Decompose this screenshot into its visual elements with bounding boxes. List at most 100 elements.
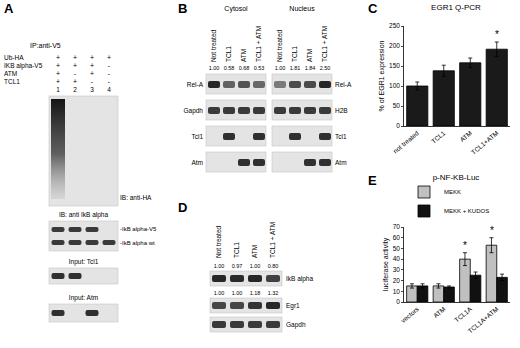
svg-text:70: 70 [393,223,401,230]
svg-text:0.97: 0.97 [232,263,243,269]
svg-text:1.00: 1.00 [232,290,243,296]
svg-text:D: D [178,200,187,215]
svg-text:luciferase activity: luciferase activity [382,237,390,291]
svg-text:ATM: ATM [4,70,17,77]
svg-text:0.68: 0.68 [239,65,250,71]
svg-text:2.50: 2.50 [320,65,331,71]
svg-text:-: - [108,62,111,69]
svg-text:Nucleus: Nucleus [289,5,315,12]
svg-text:+: + [90,62,94,69]
svg-text:ATM: ATM [240,49,247,62]
svg-text:20: 20 [393,277,401,284]
svg-text:TCL1: TCL1 [430,129,447,145]
svg-text:1.81: 1.81 [290,65,301,71]
svg-text:E: E [368,173,377,188]
svg-text:Tcl1: Tcl1 [335,133,347,140]
svg-text:1.84: 1.84 [305,65,316,71]
svg-text:2: 2 [73,86,77,93]
svg-text:+: + [73,54,77,61]
svg-text:vectors: vectors [399,305,420,324]
svg-text:+: + [56,62,60,69]
svg-text:TCL1 + ATM: TCL1 + ATM [269,222,276,258]
svg-text:Gapdh: Gapdh [286,321,306,329]
svg-text:Atm: Atm [335,159,347,166]
svg-text:0.53: 0.53 [254,65,265,71]
svg-text:+: + [56,54,60,61]
svg-text:50: 50 [393,102,401,109]
svg-text:TCL1 + ATM: TCL1 + ATM [321,26,328,62]
svg-text:1.18: 1.18 [250,290,261,296]
svg-text:100: 100 [389,82,400,89]
svg-text:MEKK + KUDOS: MEKK + KUDOS [444,208,489,214]
svg-text:-: - [74,70,77,77]
svg-text:IP:anti-V5: IP:anti-V5 [30,42,61,49]
svg-text:4: 4 [107,86,111,93]
svg-text:TCL1: TCL1 [225,46,232,62]
svg-text:IB: anti-HA: IB: anti-HA [120,194,152,201]
svg-text:IB: anti IkB alpha: IB: anti IkB alpha [59,211,109,219]
svg-text:+: + [56,78,60,85]
svg-text:ATM: ATM [458,129,473,143]
svg-text:H2B: H2B [335,107,348,114]
svg-text:B: B [178,1,187,16]
svg-text:-: - [108,78,111,85]
svg-text:TCL1: TCL1 [233,242,240,258]
svg-text:+: + [107,54,111,61]
svg-text:not treated: not treated [392,129,421,155]
svg-text:EGR1 Q-PCR: EGR1 Q-PCR [431,3,481,12]
svg-text:Input: Tcl1: Input: Tcl1 [69,258,99,266]
svg-text:-IkB alpha-V5: -IkB alpha-V5 [120,226,157,232]
svg-text:TCL1A+ATM: TCL1A+ATM [466,305,499,334]
svg-text:Ub-HA: Ub-HA [4,54,24,61]
svg-text:+: + [73,62,77,69]
svg-text:-: - [108,70,111,77]
svg-text:Not treated: Not treated [276,29,283,62]
svg-text:0.58: 0.58 [224,65,235,71]
svg-text:60: 60 [393,234,401,241]
svg-text:1.00: 1.00 [214,290,225,296]
svg-text:10: 10 [393,288,401,295]
svg-text:-IkB alpha wt: -IkB alpha wt [120,240,155,246]
svg-text:250: 250 [389,22,400,29]
svg-text:*: * [490,225,494,236]
svg-text:30: 30 [393,266,401,273]
svg-text:IKB alpha-V5: IKB alpha-V5 [4,62,43,70]
svg-text:3: 3 [90,86,94,93]
svg-text:Not treated: Not treated [215,225,222,258]
svg-text:TCL1: TCL1 [4,78,20,85]
svg-text:1.32: 1.32 [268,290,279,296]
svg-text:Rel-A: Rel-A [187,81,204,88]
svg-text:TCL1A: TCL1A [453,305,474,324]
svg-text:p-NF-KB-Luc: p-NF-KB-Luc [433,173,480,182]
svg-text:1.00: 1.00 [209,65,220,71]
svg-text:ATM: ATM [251,245,258,258]
svg-text:0.80: 0.80 [268,263,279,269]
svg-text:-: - [91,78,94,85]
svg-text:Tcl1: Tcl1 [191,133,203,140]
svg-text:Cytosol: Cytosol [224,5,248,13]
svg-text:50: 50 [393,245,401,252]
svg-text:0: 0 [396,298,400,305]
svg-text:200: 200 [389,42,400,49]
svg-text:A: A [4,1,14,16]
svg-text:TCL1: TCL1 [291,46,298,62]
svg-text:TCL1+ATM: TCL1+ATM [470,129,500,156]
svg-text:C: C [368,1,378,16]
svg-text:Gapdh: Gapdh [183,107,203,115]
svg-text:*: * [495,29,499,40]
svg-text:ATM: ATM [432,305,447,319]
svg-text:+: + [56,70,60,77]
svg-text:IkB alpha: IkB alpha [286,275,313,283]
svg-text:ATM: ATM [306,49,313,62]
svg-text:*: * [463,240,467,251]
svg-text:% of EGR1 expression: % of EGR1 expression [378,40,386,111]
svg-text:Input: Atm: Input: Atm [69,294,98,302]
svg-text:150: 150 [389,62,400,69]
svg-text:+: + [90,70,94,77]
svg-text:1.00: 1.00 [250,263,261,269]
svg-text:1.00: 1.00 [275,65,286,71]
svg-text:+: + [73,78,77,85]
svg-text:Atm: Atm [191,159,203,166]
svg-text:+: + [90,54,94,61]
svg-text:1.00: 1.00 [214,263,225,269]
